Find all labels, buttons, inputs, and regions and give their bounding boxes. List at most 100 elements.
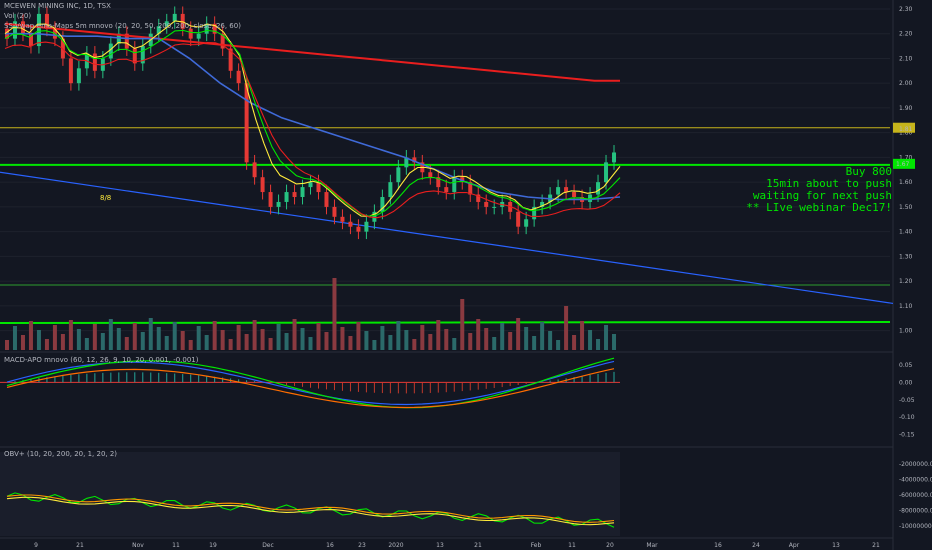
candle-body bbox=[572, 192, 577, 198]
time-tick-label: 13 bbox=[436, 542, 444, 549]
volume-bar bbox=[340, 327, 345, 350]
candle-body bbox=[412, 157, 417, 163]
volume-bar bbox=[508, 332, 513, 350]
volume-bar bbox=[596, 339, 601, 350]
ema200-line bbox=[4, 22, 620, 82]
time-tick-label: Feb bbox=[531, 542, 542, 549]
price-tick-label: 2.20 bbox=[899, 31, 913, 38]
candle-body bbox=[348, 221, 353, 227]
time-tick-label: 16 bbox=[714, 542, 722, 549]
volume-bar bbox=[28, 321, 33, 350]
macd-tick-label: 0.00 bbox=[899, 379, 913, 386]
volume-bar bbox=[412, 339, 417, 350]
level-badge-text: 1.67 bbox=[896, 161, 910, 168]
candle-body bbox=[68, 58, 73, 84]
candle-body bbox=[396, 167, 401, 183]
volume-bar bbox=[580, 321, 585, 350]
volume-bar bbox=[588, 330, 593, 350]
price-tick-label: 1.50 bbox=[899, 204, 913, 211]
volume-bar bbox=[372, 340, 377, 350]
volume-bar bbox=[204, 335, 209, 350]
volume-bar bbox=[540, 322, 545, 350]
volume-bar bbox=[284, 333, 289, 350]
time-tick-label: Apr bbox=[789, 542, 800, 549]
macd-orange-line bbox=[6, 368, 615, 409]
price-tick-label: 1.00 bbox=[899, 328, 913, 335]
candle-body bbox=[380, 197, 385, 212]
volume-bar bbox=[500, 323, 505, 350]
candle-body bbox=[452, 177, 457, 193]
time-tick-label: 21 bbox=[76, 542, 84, 549]
candle-body bbox=[252, 162, 257, 178]
candle-body bbox=[276, 201, 281, 207]
trend-line bbox=[0, 171, 894, 305]
volume-bar bbox=[612, 334, 617, 350]
volume-bar bbox=[252, 320, 257, 350]
obv-tick-label: -6000000.00 bbox=[899, 492, 932, 499]
volume-green-line bbox=[0, 321, 891, 324]
volume-bar bbox=[164, 336, 169, 350]
candle-body bbox=[316, 182, 321, 193]
candle-body bbox=[156, 26, 161, 34]
volume-bar bbox=[444, 329, 449, 350]
time-tick-label: 21 bbox=[872, 542, 880, 549]
macd-green-line bbox=[6, 357, 615, 409]
volume-bar bbox=[452, 338, 457, 350]
volume-bar bbox=[604, 325, 609, 350]
price-tick-label: 1.70 bbox=[899, 154, 913, 161]
volume-bar bbox=[220, 330, 225, 350]
time-tick-label: 19 bbox=[209, 542, 217, 549]
volume-bar bbox=[260, 329, 265, 350]
candle-body bbox=[460, 177, 465, 183]
volume-bar bbox=[572, 335, 577, 350]
volume-bar bbox=[292, 319, 297, 350]
candle-body bbox=[188, 28, 193, 39]
candle-body bbox=[308, 182, 313, 188]
level-badge bbox=[893, 158, 915, 169]
volume-bar bbox=[524, 327, 529, 350]
candle-body bbox=[612, 152, 617, 163]
candle-body bbox=[12, 21, 17, 39]
candle-body bbox=[516, 211, 521, 227]
time-tick-label: 21 bbox=[474, 542, 482, 549]
volume-bar bbox=[324, 332, 329, 350]
volume-bar bbox=[108, 319, 113, 350]
price-tick-label: 2.30 bbox=[899, 6, 913, 13]
volume-bar bbox=[468, 333, 473, 350]
candle-body bbox=[204, 23, 209, 34]
volume-bar bbox=[44, 339, 49, 350]
volume-bar bbox=[60, 334, 65, 350]
volume-bar bbox=[348, 336, 353, 350]
candle-body bbox=[172, 13, 177, 22]
time-tick-label: 13 bbox=[832, 542, 840, 549]
volume-bar bbox=[12, 326, 17, 350]
volume-bar bbox=[76, 329, 81, 350]
candle-body bbox=[468, 182, 473, 195]
candle-body bbox=[124, 33, 129, 49]
candle-body bbox=[604, 162, 609, 183]
candle-body bbox=[140, 46, 145, 64]
volume-bar bbox=[100, 333, 105, 350]
resistance-badge bbox=[893, 122, 915, 133]
volume-bar bbox=[556, 340, 561, 350]
candle-body bbox=[356, 226, 361, 232]
time-tick-label: 11 bbox=[568, 542, 576, 549]
candle-body bbox=[236, 70, 241, 84]
volume-bar bbox=[212, 321, 217, 350]
candle-body bbox=[556, 187, 561, 195]
time-tick-label: 9 bbox=[34, 542, 38, 549]
ema50-line bbox=[5, 32, 621, 201]
candle-body bbox=[340, 216, 345, 222]
symbol-legend: MCEWEN MINING INC, 1D, TSX bbox=[4, 2, 111, 10]
annotation-line-2: 15min about to push bbox=[766, 177, 892, 190]
candle-body bbox=[108, 43, 113, 59]
time-tick-label: 11 bbox=[172, 542, 180, 549]
volume-bar bbox=[52, 325, 57, 350]
candle-body bbox=[92, 53, 97, 71]
ema-green-line bbox=[4, 29, 621, 217]
volume-bar bbox=[428, 334, 433, 350]
price-tick-label: 1.90 bbox=[899, 105, 913, 112]
price-tick-label: 1.20 bbox=[899, 278, 913, 285]
candle-body bbox=[364, 221, 369, 232]
obv-orange-line bbox=[6, 494, 615, 523]
